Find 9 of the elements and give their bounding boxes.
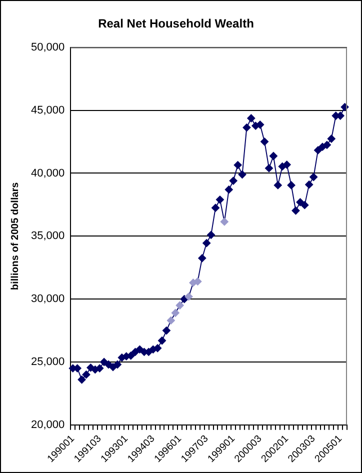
y-axis-title: billions of 2005 dollars xyxy=(10,182,21,290)
y-tick-label: 35,000 xyxy=(30,230,65,242)
y-tick-label: 40,000 xyxy=(30,167,65,180)
y-tick-label: 50,000 xyxy=(30,41,65,54)
chart-title: Real Net Household Wealth xyxy=(98,16,254,31)
y-tick-label: 20,000 xyxy=(30,418,65,431)
y-tick-label: 45,000 xyxy=(30,104,65,116)
y-tick-label: 25,000 xyxy=(30,356,65,368)
y-tick-label: 30,000 xyxy=(30,293,65,306)
